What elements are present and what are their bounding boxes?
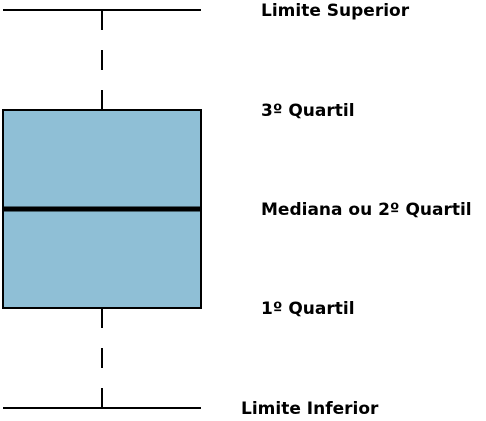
median-label: Mediana ou 2º Quartil: [261, 200, 472, 220]
upper-limit-label: Limite Superior: [261, 1, 410, 21]
third-quartile-label: 3º Quartil: [261, 101, 355, 121]
lower-limit-label: Limite Inferior: [241, 399, 379, 419]
first-quartile-label: 1º Quartil: [261, 299, 355, 319]
